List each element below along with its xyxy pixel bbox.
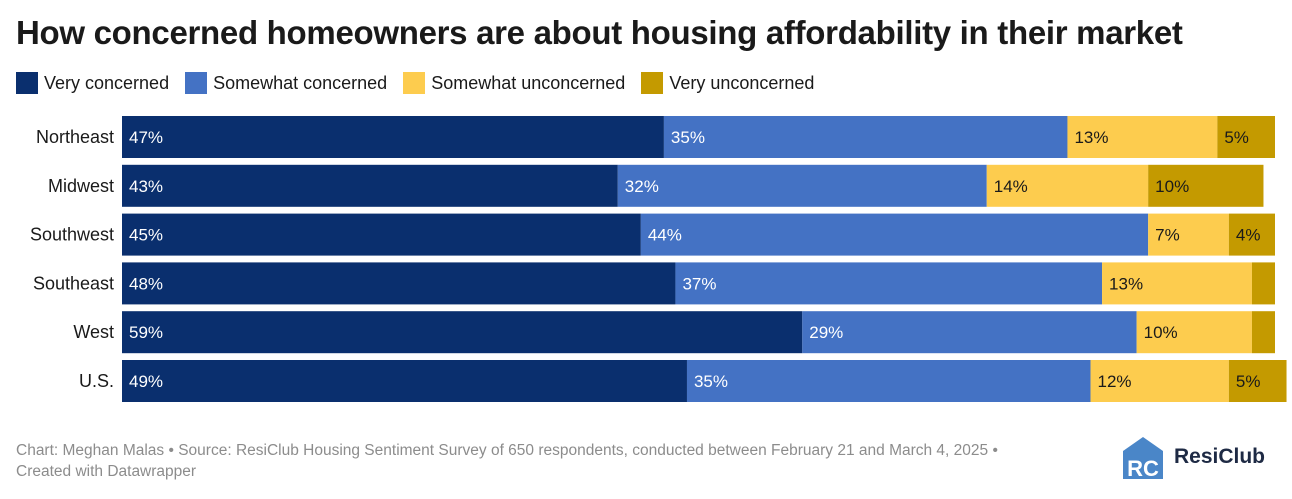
- data-label: 13%: [1109, 274, 1143, 293]
- data-label: 49%: [129, 372, 163, 391]
- bar-segment: [1067, 116, 1218, 158]
- data-label: 48%: [129, 274, 163, 293]
- legend-item-somewhat-unconcerned: Somewhat unconcerned: [403, 72, 625, 94]
- legend-swatch: [641, 72, 664, 94]
- chart-title: How concerned homeowners are about housi…: [16, 14, 1183, 51]
- legend-label: Somewhat concerned: [213, 72, 388, 93]
- data-label: 43%: [129, 177, 163, 196]
- legend-item-very-concerned: Very concerned: [16, 72, 169, 94]
- legend-item-very-unconcerned: Very unconcerned: [641, 72, 814, 94]
- legend-swatch: [403, 72, 426, 94]
- bar-segment: [1228, 213, 1275, 256]
- data-label: 5%: [1224, 128, 1249, 147]
- legend-label: Somewhat unconcerned: [431, 72, 626, 93]
- data-label: 12%: [1098, 372, 1132, 391]
- bar-segment: [1217, 116, 1275, 158]
- bar-segment: [1228, 360, 1287, 402]
- data-label: 5%: [1236, 372, 1261, 391]
- legend-label: Very concerned: [44, 72, 170, 93]
- data-label: 32%: [625, 177, 659, 196]
- data-label: 59%: [129, 323, 163, 342]
- bar-segment: [1102, 262, 1252, 305]
- legend-swatch: [185, 72, 208, 94]
- row-label: Northeast: [36, 127, 114, 147]
- data-label: 10%: [1155, 177, 1189, 196]
- logo-mark-text: RC: [1127, 456, 1159, 480]
- data-label: 4%: [1236, 226, 1261, 245]
- legend-label: Very unconcerned: [669, 72, 815, 93]
- logo-text: ResiClub: [1174, 445, 1266, 468]
- resiclub-logo-icon: RC: [1123, 437, 1163, 480]
- legend-item-somewhat-concerned: Somewhat concerned: [185, 72, 387, 94]
- data-label: 35%: [671, 128, 705, 147]
- data-label: 29%: [809, 323, 843, 342]
- bar-segment: [686, 360, 1091, 402]
- data-label: 44%: [648, 226, 682, 245]
- resiclub-logo: RC ResiClub: [1120, 434, 1265, 480]
- bar-segment: [122, 116, 664, 158]
- chart-footer: Chart: Meghan Malas • Source: ResiClub H…: [16, 440, 1116, 482]
- row-label: Midwest: [48, 176, 114, 196]
- bar-segment: [122, 213, 641, 256]
- bar-segment: [122, 164, 618, 207]
- row-label: West: [73, 322, 114, 342]
- data-label: 47%: [129, 128, 163, 147]
- footer-credit: Created with Datawrapper: [16, 463, 197, 480]
- stacked-bar-chart: Northeast 47% 35% 13% 5% Midwest 43% 32% 14% 10% S…: [30, 116, 1287, 402]
- bar-segment: [1251, 262, 1275, 305]
- bar-segment: [986, 164, 1149, 207]
- data-label: 45%: [129, 226, 163, 245]
- footer-source: Chart: Meghan Malas • Source: ResiClub H…: [16, 442, 998, 459]
- bar-segment: [617, 164, 987, 207]
- legend-swatch: [16, 72, 38, 94]
- bar-segment: [1148, 213, 1229, 256]
- data-label: 37%: [682, 274, 716, 293]
- bar-segment: [1148, 164, 1264, 207]
- row-label: Southeast: [33, 273, 114, 293]
- bar-segment: [1090, 360, 1229, 402]
- bar-segment: [1136, 311, 1252, 354]
- data-label: 13%: [1074, 128, 1108, 147]
- bar-segment: [640, 213, 1149, 256]
- data-label: 35%: [694, 372, 728, 391]
- bar-segment: [675, 262, 1103, 305]
- bar-segment: [122, 360, 687, 402]
- bar-segment: [1251, 311, 1275, 354]
- bar-segment: [122, 311, 803, 354]
- row-label: Southwest: [30, 225, 114, 245]
- bar-segment: [663, 116, 1068, 158]
- data-label: 7%: [1155, 226, 1180, 245]
- data-label: 14%: [994, 177, 1028, 196]
- bar-segment: [802, 311, 1137, 354]
- bar-segment: [122, 262, 676, 305]
- legend: Very concerned Somewhat concerned Somewh…: [16, 72, 830, 94]
- data-label: 10%: [1144, 323, 1178, 342]
- row-label: U.S.: [79, 371, 114, 391]
